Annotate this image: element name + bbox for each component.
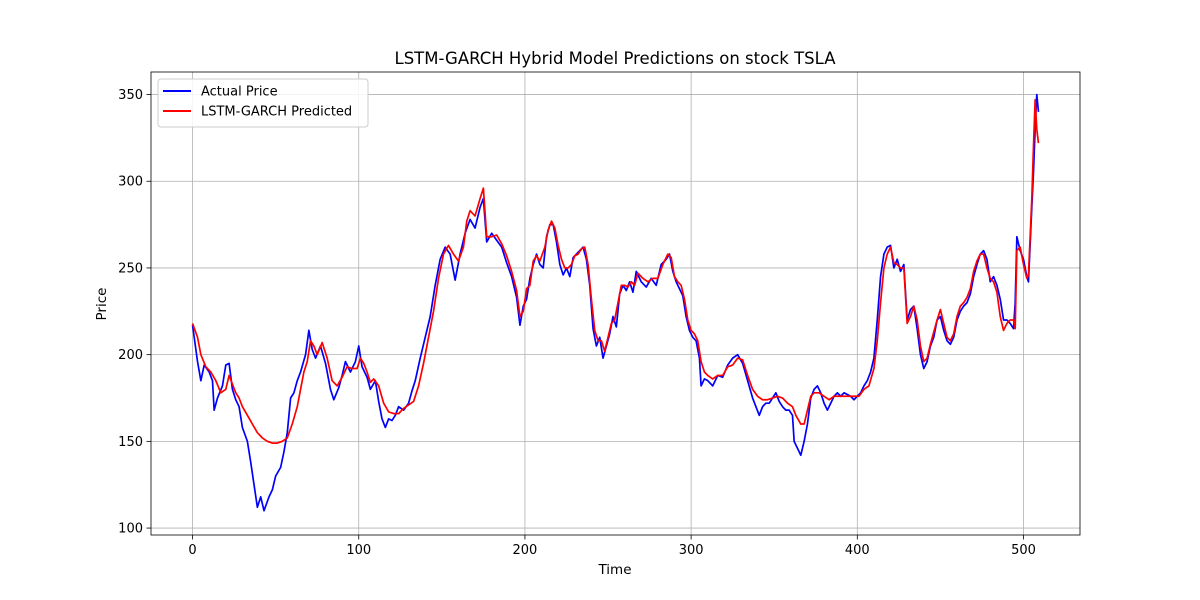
y-tick-label: 100 xyxy=(118,522,143,537)
plot-frame xyxy=(150,71,1081,536)
x-tick-label: 200 xyxy=(513,543,538,558)
legend-label-actual: Actual Price xyxy=(201,85,278,100)
legend-box xyxy=(157,78,369,128)
chart-title: LSTM-GARCH Hybrid Model Predictions on s… xyxy=(395,49,837,68)
y-tick-label: 150 xyxy=(118,435,143,450)
y-axis-label: Price xyxy=(94,288,110,321)
series-line-actual-price xyxy=(191,93,1040,512)
y-tick-label: 300 xyxy=(118,175,143,190)
x-tick-label: 100 xyxy=(346,543,371,558)
x-tick-label: 0 xyxy=(188,543,196,558)
x-tick-label: 400 xyxy=(845,543,870,558)
axis-ticks: 0 100 200 300 400 500 100 150 200 250 300 350 xyxy=(118,88,1036,558)
legend: Actual Price LSTM-GARCH Predicted xyxy=(157,78,369,128)
y-tick-label: 350 xyxy=(118,88,143,103)
legend-label-predicted: LSTM-GARCH Predicted xyxy=(201,105,352,120)
y-tick-label: 200 xyxy=(118,348,143,363)
x-tick-label: 300 xyxy=(679,543,704,558)
x-axis-label: Time xyxy=(597,562,631,578)
series-line-lstm-garch-predicted xyxy=(191,98,1040,444)
x-tick-label: 500 xyxy=(1011,543,1036,558)
series-lines xyxy=(191,93,1040,512)
y-tick-label: 250 xyxy=(118,261,143,276)
